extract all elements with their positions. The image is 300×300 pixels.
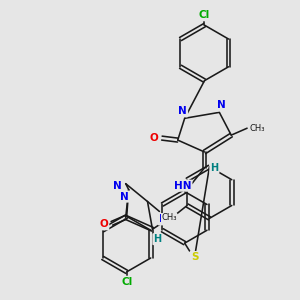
Text: Cl: Cl	[121, 277, 132, 287]
Text: HN: HN	[159, 214, 176, 224]
Text: N: N	[178, 106, 187, 116]
Text: O: O	[150, 133, 158, 143]
Text: CH₃: CH₃	[249, 124, 265, 133]
Text: Cl: Cl	[199, 10, 210, 20]
Text: HN: HN	[174, 181, 191, 191]
Text: H: H	[153, 234, 161, 244]
Text: CH₃: CH₃	[161, 213, 177, 222]
Text: N: N	[120, 192, 129, 202]
Text: O: O	[100, 219, 108, 229]
Text: S: S	[191, 252, 198, 262]
Text: N: N	[217, 100, 226, 110]
Text: H: H	[210, 163, 218, 173]
Text: N: N	[113, 181, 122, 191]
